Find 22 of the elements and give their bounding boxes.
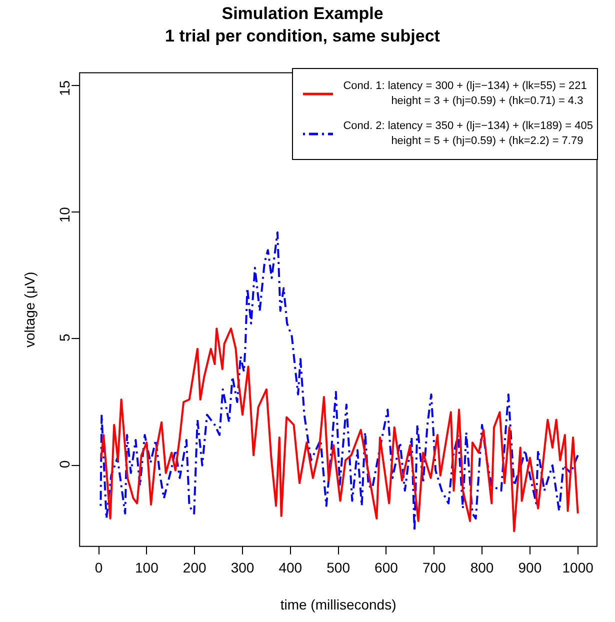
x-tick-label: 100 xyxy=(134,560,159,576)
x-tick-label: 200 xyxy=(182,560,206,576)
x-tick-label: 300 xyxy=(230,560,254,576)
y-tick-label: 15 xyxy=(56,80,72,96)
x-tick-label: 500 xyxy=(326,560,350,576)
y-axis-title: voltage (μV) xyxy=(21,272,38,348)
legend-label: Cond. 1: latency = 300 + (lj=−134) + (lk=55) = 221 height = 3 + (hj=0.59) + (hk=0.71) = 4.3 xyxy=(343,79,587,109)
x-tick-label: 400 xyxy=(278,560,302,576)
x-tick-label: 600 xyxy=(374,560,398,576)
y-tick-label: 0 xyxy=(56,460,72,468)
x-axis-title: time (milliseconds) xyxy=(280,596,396,612)
legend-label: Cond. 2: latency = 350 + (lj=−134) + (lk=189) = 405 height = 5 + (hj=0.59) + (hk=2.2) = 7.79 xyxy=(343,119,593,149)
y-tick-label: 10 xyxy=(56,206,72,223)
line-series xyxy=(100,231,579,532)
chart-title: Simulation Example xyxy=(222,4,384,23)
y-tick-label: 5 xyxy=(56,334,72,342)
x-tick-label: 700 xyxy=(422,560,446,576)
x-tick-label: 1000 xyxy=(562,560,594,576)
x-tick-label: 900 xyxy=(518,560,542,576)
chart-subtitle: 1 trial per condition, same subject xyxy=(165,26,440,46)
x-tick-label: 0 xyxy=(94,560,103,576)
x-tick-label: 800 xyxy=(470,560,494,576)
